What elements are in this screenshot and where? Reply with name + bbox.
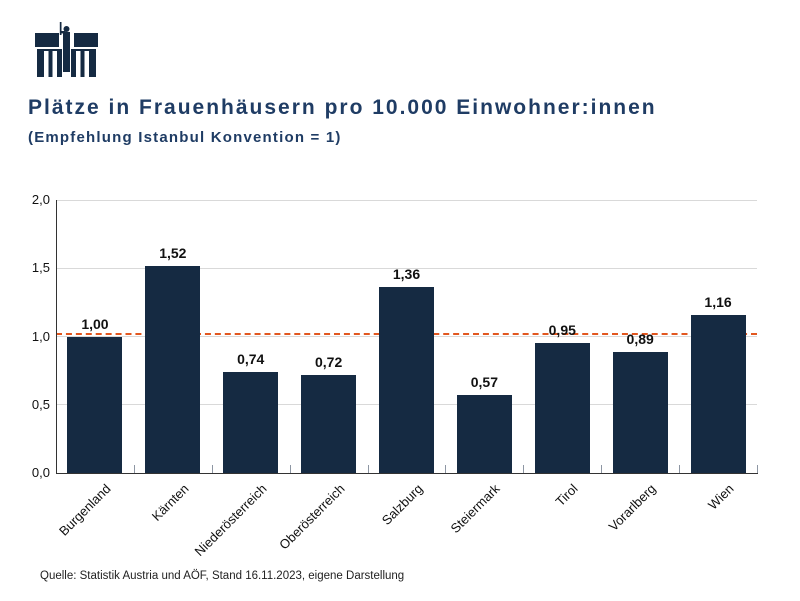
y-axis-tick-label: 2,0 <box>31 192 50 207</box>
bar-value-label: 1,00 <box>81 315 109 332</box>
gridline <box>57 267 757 269</box>
bar-burgenland <box>67 336 123 473</box>
gridline <box>57 199 757 201</box>
bar-value-label: 1,52 <box>159 244 187 261</box>
bar-wien <box>690 314 746 473</box>
bar-value-label: 0,72 <box>314 353 343 370</box>
x-axis-tick <box>757 465 758 473</box>
bar-tirol <box>534 343 590 473</box>
x-axis-tick <box>445 465 447 473</box>
chart-subtitle: (Empfehlung Istanbul Konvention = 1) <box>28 129 342 146</box>
x-axis-tick <box>523 465 525 473</box>
bar-oberoesterreich <box>301 374 357 473</box>
bar-value-label: 0,95 <box>548 322 576 339</box>
y-axis-line <box>56 200 57 474</box>
bar-kaernten <box>145 265 201 473</box>
bar-value-label: 1,36 <box>392 266 421 283</box>
parliament-building-icon <box>35 22 98 77</box>
bar-niederoesterreich <box>223 371 279 473</box>
bar-salzburg <box>379 287 434 473</box>
x-axis-tick <box>367 465 369 473</box>
x-axis-tick <box>601 465 603 473</box>
source-note: Quelle: Statistik Austria und AÖF, Stand… <box>40 570 405 582</box>
x-axis-tick <box>679 465 681 473</box>
y-axis-tick-label: 1,0 <box>31 328 50 344</box>
bar-value-label: 1,16 <box>704 293 732 310</box>
y-axis-tick-label: 1,5 <box>31 260 50 276</box>
x-axis-tick <box>289 465 291 473</box>
bar-value-label: 0,74 <box>237 350 265 367</box>
bar-value-label: 0,89 <box>626 330 654 347</box>
chart-title: Plätze in Frauenhäusern pro 10.000 Einwo… <box>28 96 657 119</box>
bar-steiermark <box>456 395 512 473</box>
bar-value-label: 0,57 <box>470 374 498 391</box>
statue-silhouette <box>59 22 70 72</box>
x-axis-tick <box>133 465 135 473</box>
y-axis-tick-label: 0,0 <box>31 465 50 480</box>
x-axis-line <box>56 473 758 474</box>
x-axis-tick <box>211 465 213 473</box>
bar-vorarlberg <box>612 351 668 473</box>
y-axis-tick-label: 0,5 <box>31 396 50 412</box>
